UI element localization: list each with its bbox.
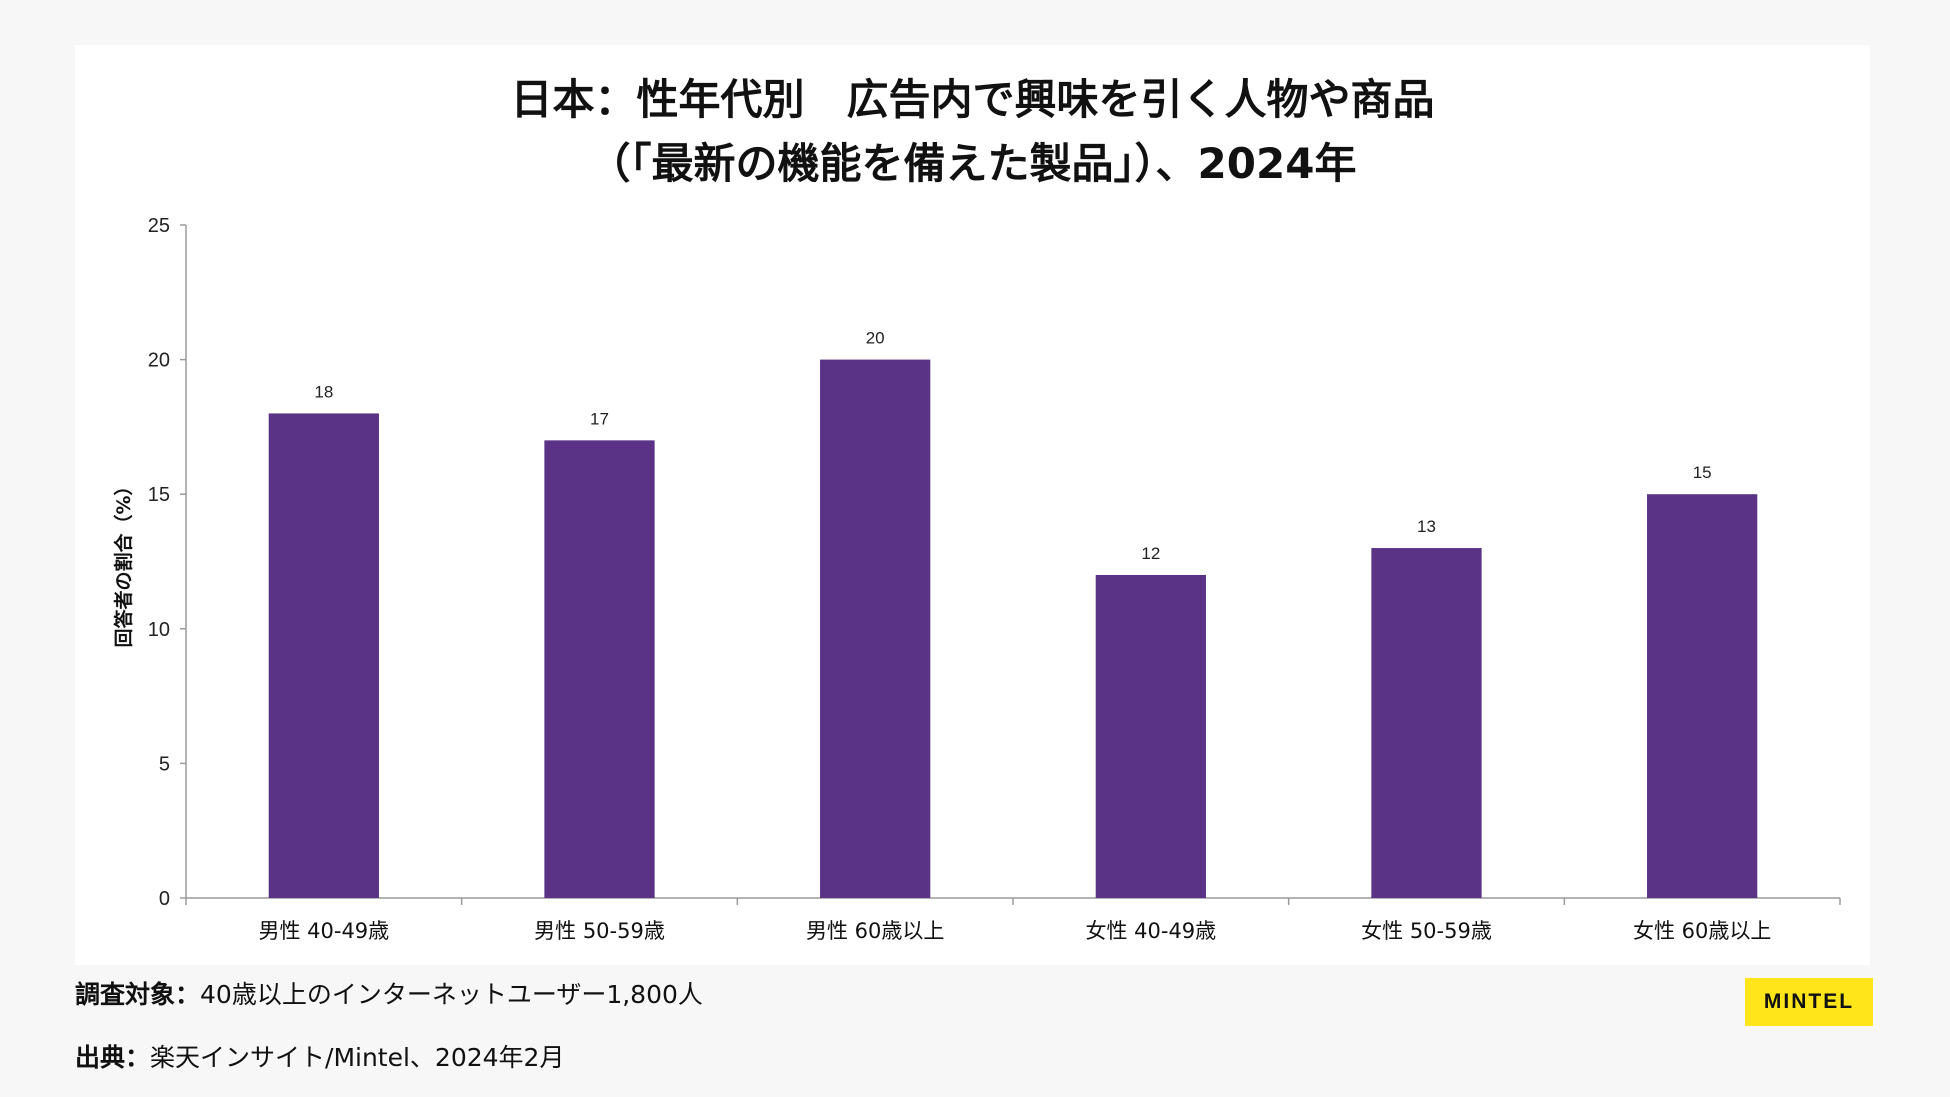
data-label: 12 xyxy=(1141,544,1160,563)
x-tick-label: 男性 40-49歳 xyxy=(258,919,389,943)
data-label: 18 xyxy=(314,382,333,401)
source-note: 出典：楽天インサイト/Mintel、2024年2月 xyxy=(75,1038,564,1074)
data-label: 20 xyxy=(866,329,885,348)
chart-title-line1: 日本：性年代別 広告内で興味を引く人物や商品 xyxy=(510,75,1435,124)
x-tick-label: 女性 50-59歳 xyxy=(1361,919,1492,943)
y-tick-label: 25 xyxy=(148,215,170,237)
y-tick-label: 15 xyxy=(148,484,170,506)
bar-chart: 0 5 10 15 20 25 18 男性 40-49歳 17 男性 50-59歳 20 男性 60歳… xyxy=(112,215,1841,943)
x-tick-label: 女性 40-49歳 xyxy=(1085,919,1216,943)
y-tick-label: 5 xyxy=(159,753,170,775)
bar xyxy=(1095,574,1206,898)
bar xyxy=(820,359,931,899)
data-label: 17 xyxy=(590,409,609,428)
bar xyxy=(268,413,379,898)
source-label: 出典： xyxy=(75,1043,151,1072)
source-text: 楽天インサイト/Mintel、2024年2月 xyxy=(150,1043,565,1072)
bar xyxy=(1647,494,1758,898)
bar xyxy=(1371,548,1482,898)
chart-title: 日本：性年代別 広告内で興味を引く人物や商品 （「最新の機能を備えた製品」）、2… xyxy=(75,68,1870,196)
survey-note: 調査対象：40歳以上のインターネットユーザー1,800人 xyxy=(75,975,703,1011)
x-tick-label: 女性 60歳以上 xyxy=(1633,919,1771,943)
data-label: 13 xyxy=(1417,517,1436,536)
data-label: 15 xyxy=(1693,463,1712,482)
y-tick-label: 10 xyxy=(148,619,170,641)
survey-text: 40歳以上のインターネットユーザー1,800人 xyxy=(200,980,703,1009)
y-tick-label: 20 xyxy=(148,350,170,372)
x-tick-label: 男性 50-59歳 xyxy=(534,919,665,943)
mintel-logo: MINTEL xyxy=(1745,978,1873,1026)
x-tick-label: 男性 60歳以上 xyxy=(806,919,944,943)
chart-title-line2: （「最新の機能を備えた製品」）、2024年 xyxy=(588,139,1357,188)
survey-label: 調査対象： xyxy=(75,980,201,1009)
bar xyxy=(544,440,655,898)
y-axis-label: 回答者の割合（%） xyxy=(112,476,135,647)
y-tick-label: 0 xyxy=(159,888,170,910)
